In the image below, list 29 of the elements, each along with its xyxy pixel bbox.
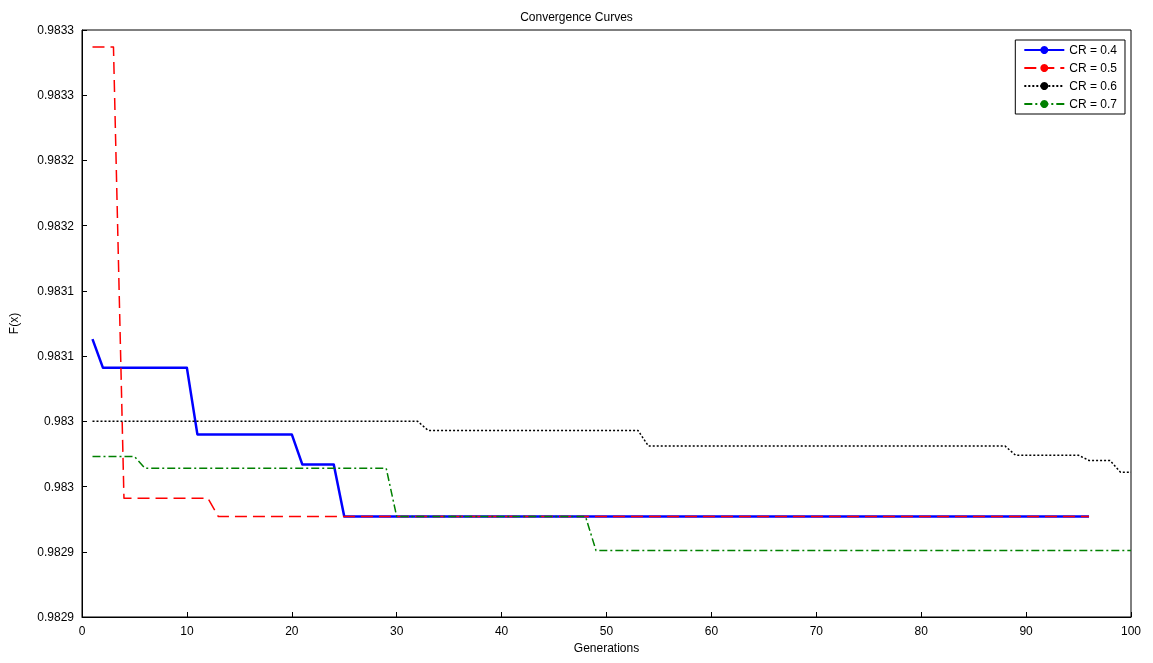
legend-label: CR = 0.6 xyxy=(1069,79,1118,93)
legend-label: CR = 0.5 xyxy=(1069,61,1118,75)
x-tick-label: 70 xyxy=(809,624,824,638)
y-tick-label: 0.983 xyxy=(43,479,75,494)
x-tick-label: 80 xyxy=(914,624,929,638)
legend-label: CR = 0.4 xyxy=(1069,43,1118,57)
x-tick-label: 20 xyxy=(285,624,299,638)
y-axis-title: F(x) xyxy=(7,312,21,335)
chart-title: Convergence Curves xyxy=(520,10,633,24)
x-tick-label: 0 xyxy=(78,624,86,638)
x-tick-label: 30 xyxy=(390,624,404,638)
y-tick-label: 0.9833 xyxy=(37,23,75,37)
y-tick-label: 0.9832 xyxy=(37,218,75,233)
x-tick-label: 90 xyxy=(1019,624,1034,638)
y-tick-label: 0.9829 xyxy=(37,610,75,624)
x-tick-label: 50 xyxy=(599,624,614,638)
y-tick-label: 0.9831 xyxy=(37,349,75,364)
y-tick-label: 0.9831 xyxy=(37,283,75,298)
x-axis-title: Generations xyxy=(573,640,640,655)
x-tick-label: 10 xyxy=(180,624,194,638)
legend-label: CR = 0.7 xyxy=(1069,97,1118,111)
x-tick-label: 100 xyxy=(1120,624,1142,638)
y-tick-label: 0.983 xyxy=(43,414,75,429)
y-tick-label: 0.9829 xyxy=(37,544,75,559)
y-tick-label: 0.9833 xyxy=(37,88,75,103)
x-tick-label: 60 xyxy=(704,624,719,638)
x-tick-label: 40 xyxy=(494,624,509,638)
line-series xyxy=(91,455,1132,552)
y-tick-label: 0.9832 xyxy=(37,153,75,168)
